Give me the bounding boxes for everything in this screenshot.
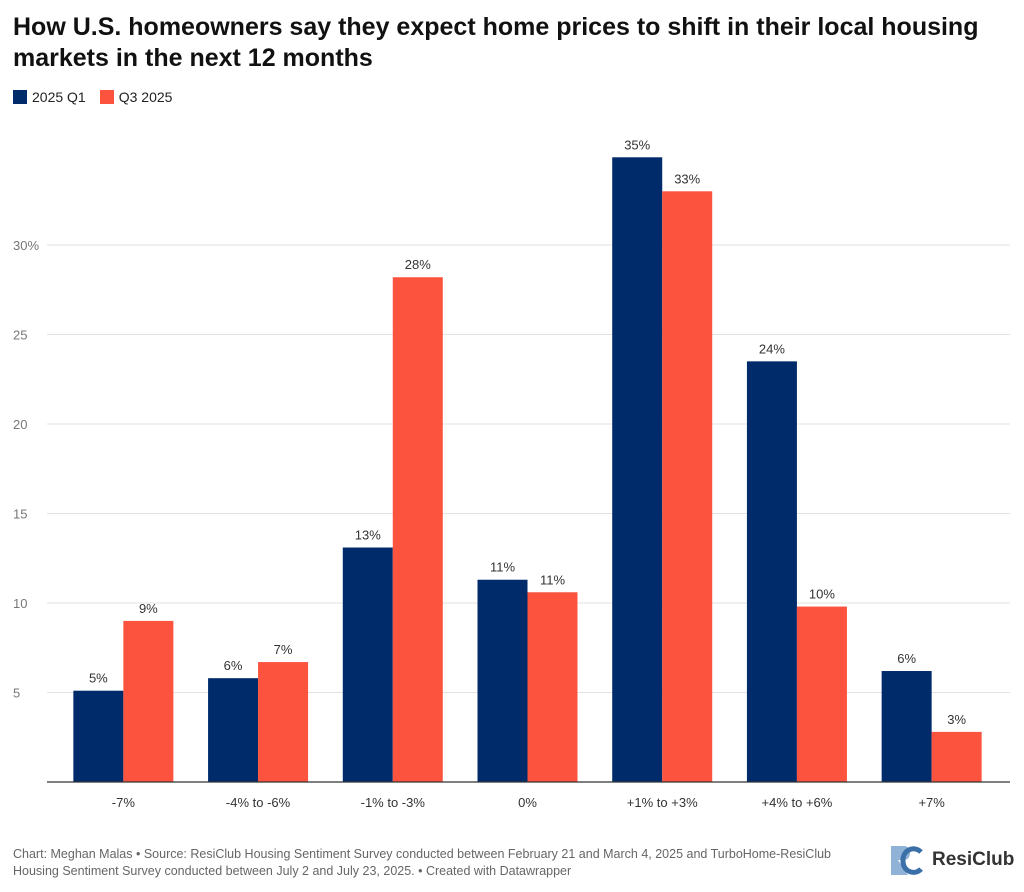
bar [73,690,124,782]
y-tick-label: 10 [13,596,27,611]
data-label: 24% [759,341,785,356]
bar [612,157,663,782]
data-label: 11% [540,572,565,587]
data-label: 5% [89,671,108,686]
legend: 2025 Q1 Q3 2025 [13,89,172,105]
legend-label-q3-2025: Q3 2025 [118,89,173,105]
y-tick-label: 30% [13,238,39,253]
data-label: 10% [809,587,835,602]
bar [123,620,174,782]
source-note: Chart: Meghan Malas • Source: ResiClub H… [13,847,832,878]
data-label: 3% [947,712,966,727]
resiclub-logo: ResiClub [888,842,1014,878]
bar [208,678,259,782]
x-tick-label: +1% to +3% [627,795,698,810]
data-label: 7% [274,642,293,657]
bar [527,592,578,782]
logo-text: ResiClub [932,849,1015,870]
legend-item-q3-2025: Q3 2025 [99,89,173,105]
y-tick-label: 20 [13,417,27,432]
bar [662,191,713,783]
data-label: 9% [139,601,158,616]
legend-item-2025-q1: 2025 Q1 [13,89,86,105]
bar [931,731,982,782]
resiclub-logo-icon [891,846,923,875]
data-label: 6% [224,658,243,673]
data-label: 28% [405,257,431,272]
bar-chart: 5 10 15 20 25 30% 5% 9% -7% 6% 7% -4% to -6% 13% 28% -… [13,137,1010,810]
legend-swatch-q3-2025 [99,90,114,104]
x-tick-label: -4% to -6% [226,795,291,810]
bar [477,579,528,782]
x-tick-label: -7% [112,795,136,810]
chart-title: How U.S. homeowners say they expect home… [13,13,979,72]
bar [746,361,797,782]
y-tick-label: 15 [13,507,27,522]
x-tick-label: -1% to -3% [361,795,426,810]
legend-swatch-2025-q1 [13,90,27,104]
x-tick-label: +4% to +6% [762,795,833,810]
y-tick-label: 5 [13,686,20,701]
bar [392,277,443,782]
bar [342,547,393,782]
data-label: 35% [624,137,650,152]
x-tick-label: 0% [518,795,537,810]
bar [881,671,932,782]
bar [258,662,309,782]
data-label: 6% [897,651,916,666]
data-label: 33% [674,171,700,186]
y-tick-label: 25 [13,328,27,343]
legend-label-2025-q1: 2025 Q1 [32,89,86,105]
x-tick-label: +7% [918,795,945,810]
data-label: 11% [490,560,515,575]
bar [796,606,847,782]
data-label: 13% [355,528,381,543]
